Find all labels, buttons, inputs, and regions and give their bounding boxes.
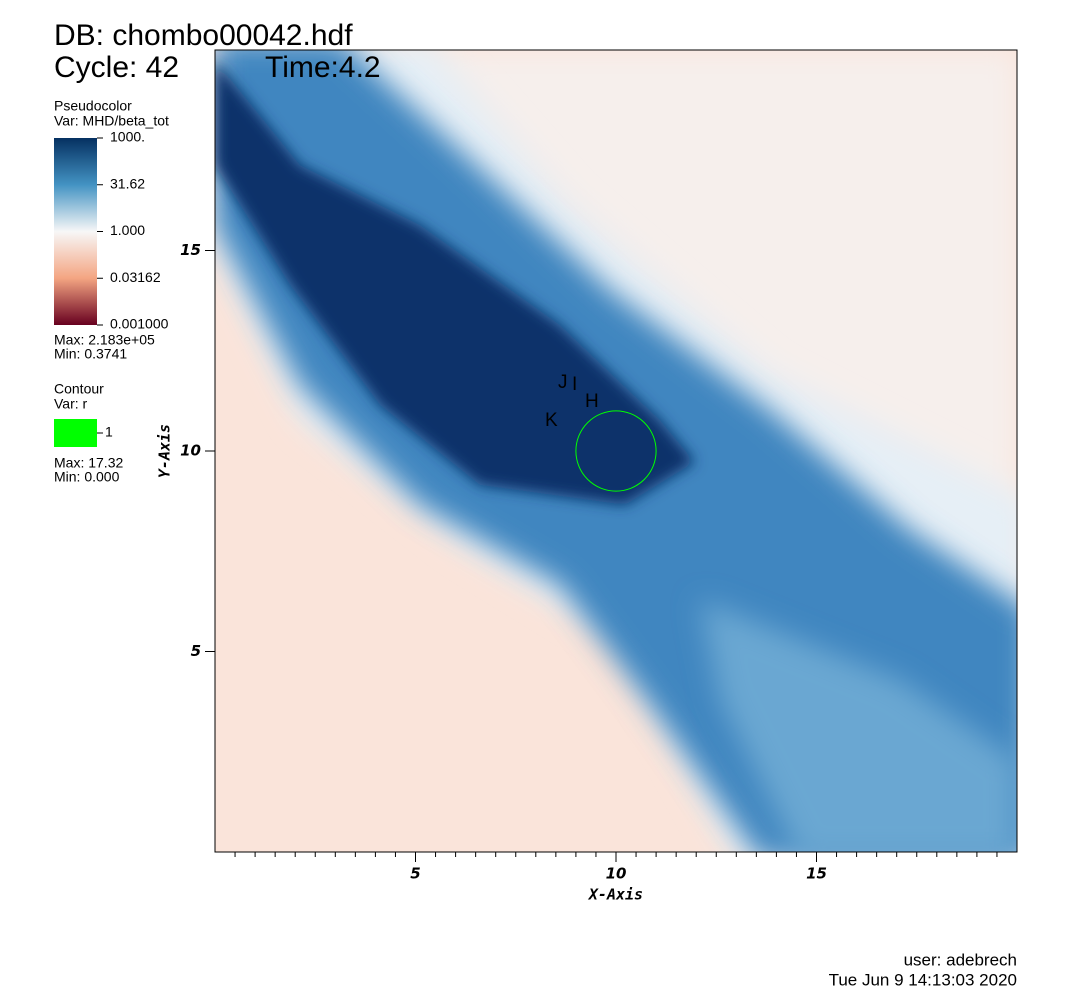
- pick-label: I: [572, 374, 577, 395]
- contour-var: Var: r: [54, 396, 88, 412]
- pick-label: J: [558, 372, 568, 393]
- contour-line: [575, 410, 657, 492]
- color-bar-label: 1.000: [110, 222, 145, 238]
- pick-label: K: [545, 410, 558, 431]
- db-title: DB: chombo00042.hdf: [54, 19, 353, 52]
- y-tick-label: 10: [180, 442, 201, 460]
- y-tick-label: 5: [191, 642, 201, 660]
- x-tick-label: 10: [606, 865, 627, 883]
- pick-label: H: [585, 391, 599, 412]
- legend-max: Max: 2.183e+05: [54, 332, 155, 348]
- x-tick-label: 15: [806, 865, 827, 883]
- legend-min: Min: 0.3741: [54, 346, 127, 362]
- color-bar-label: 1000.: [110, 129, 145, 145]
- y-axis-label: Y-Axis: [156, 424, 174, 478]
- contour-level: 1: [105, 424, 113, 440]
- field: [215, 50, 1017, 852]
- contour-plot: Contour: [54, 381, 104, 397]
- cycle: Cycle: 42: [54, 51, 179, 84]
- color-bar: [54, 138, 97, 325]
- contour-min: Min: 0.000: [54, 469, 120, 485]
- y-tick-label: 15: [180, 241, 201, 259]
- legend-var: Var: MHD/beta_tot: [54, 113, 169, 129]
- contour-max: Max: 17.32: [54, 455, 123, 471]
- x-axis-label: X-Axis: [587, 886, 643, 904]
- color-bar-label: 0.03162: [110, 269, 161, 285]
- time: Time:4.2: [265, 51, 381, 84]
- x-tick-label: 5: [410, 865, 420, 883]
- date: Tue Jun 9 14:13:03 2020: [829, 970, 1017, 989]
- contour-swatch: [54, 419, 97, 447]
- color-bar-label: 0.001000: [110, 316, 169, 332]
- color-bar-label: 31.62: [110, 175, 145, 191]
- user: user: adebrech: [904, 950, 1017, 969]
- legend-plot: Pseudocolor: [54, 98, 132, 114]
